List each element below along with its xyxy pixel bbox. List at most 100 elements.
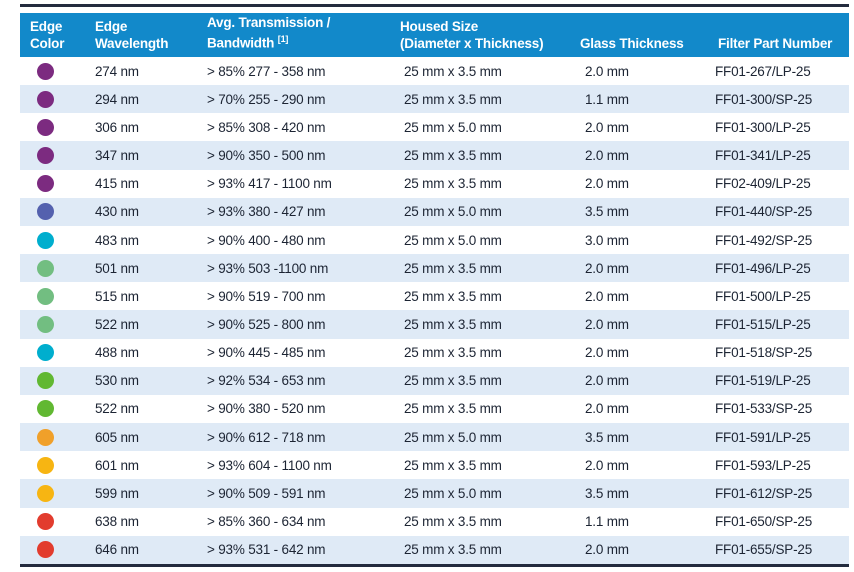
table-top-rule [20, 4, 849, 7]
table-row: 430 nm > 93% 380 - 427 nm 25 mm x 5.0 mm… [20, 197, 849, 226]
glass-thickness-cell: 2.0 mm [585, 542, 629, 558]
housed-size-cell: 25 mm x 3.5 mm [404, 91, 502, 107]
glass-thickness-cell: 2.0 mm [585, 63, 629, 79]
filter-part-number-cell: FF01-496/LP-25 [715, 260, 811, 276]
glass-thickness-cell: 2.0 mm [585, 345, 629, 361]
edge-color-cell [20, 282, 95, 310]
edge-color-dot-blue-violet [37, 203, 54, 221]
transmission-bandwidth-cell: > 70% 255 - 290 nm [207, 91, 326, 107]
housed-size-cell: 25 mm x 3.5 mm [404, 176, 502, 192]
glass-thickness-cell: 2.0 mm [585, 119, 629, 135]
table-row: 515 nm > 90% 519 - 700 nm 25 mm x 3.5 mm… [20, 282, 849, 310]
edge-color-dot-purple [37, 175, 54, 193]
housed-size-cell: 25 mm x 3.5 mm [404, 401, 502, 417]
glass-thickness-cell: 2.0 mm [585, 401, 629, 417]
housed-size-cell: 25 mm x 3.5 mm [404, 345, 502, 361]
glass-thickness-cell: 2.0 mm [585, 148, 629, 164]
table-row: 599 nm > 90% 509 - 591 nm 25 mm x 5.0 mm… [20, 479, 849, 508]
transmission-bandwidth-cell: > 90% 350 - 500 nm [207, 148, 326, 164]
edge-color-dot-soft-green [37, 287, 54, 305]
edge-color-dot-soft-green [37, 315, 54, 333]
edge-color-dot-cyan [37, 344, 54, 362]
edge-color-cell [20, 57, 95, 85]
filter-part-number-cell: FF01-533/SP-25 [715, 401, 812, 417]
edge-color-cell [20, 198, 95, 226]
edge-wavelength-cell: 599 nm [95, 485, 139, 501]
edge-color-cell [20, 508, 95, 536]
edge-wavelength-cell: 638 nm [95, 514, 139, 530]
edge-wavelength-cell: 515 nm [95, 288, 139, 304]
filter-part-number-cell: FF01-300/SP-25 [715, 91, 812, 107]
housed-size-cell: 25 mm x 3.5 mm [404, 260, 502, 276]
edge-wavelength-cell: 530 nm [95, 373, 139, 389]
table-row: 530 nm > 92% 534 - 653 nm 25 mm x 3.5 mm… [20, 366, 849, 395]
glass-thickness-cell: 2.0 mm [585, 457, 629, 473]
column-header-edge-color: Edge Color [30, 19, 65, 51]
edge-color-dot-cyan [37, 231, 54, 249]
table-row: 646 nm > 93% 531 - 642 nm 25 mm x 3.5 mm… [20, 535, 849, 564]
edge-wavelength-cell: 522 nm [95, 401, 139, 417]
housed-size-cell: 25 mm x 5.0 mm [404, 119, 502, 135]
filter-part-number-cell: FF01-267/LP-25 [715, 63, 811, 79]
edge-color-dot-bright-green [37, 372, 54, 390]
edge-color-cell [20, 367, 95, 395]
edge-color-cell [20, 170, 95, 198]
table-row: 501 nm > 93% 503 -1100 nm 25 mm x 3.5 mm… [20, 254, 849, 283]
footnote-marker: [1] [277, 34, 289, 44]
edge-color-cell [20, 479, 95, 507]
filter-part-number-cell: FF01-492/SP-25 [715, 232, 812, 248]
edge-color-cell [20, 141, 95, 169]
transmission-bandwidth-cell: > 93% 417 - 1100 nm [207, 176, 332, 192]
glass-thickness-cell: 1.1 mm [585, 514, 629, 530]
table-row: 522 nm > 90% 525 - 800 nm 25 mm x 3.5 mm… [20, 310, 849, 339]
column-header-filter-part-number: Filter Part Number [718, 35, 833, 51]
glass-thickness-cell: 2.0 mm [585, 316, 629, 332]
filter-spec-table: Edge Color Edge Wavelength Avg. Transmis… [20, 4, 849, 567]
transmission-bandwidth-cell: > 93% 503 -1100 nm [207, 260, 329, 276]
edge-wavelength-cell: 306 nm [95, 119, 139, 135]
column-header-glass-thickness: Glass Thickness [580, 35, 684, 51]
transmission-bandwidth-cell: > 90% 525 - 800 nm [207, 316, 326, 332]
edge-color-cell [20, 395, 95, 423]
filter-part-number-cell: FF01-500/LP-25 [715, 288, 811, 304]
table-row: 601 nm > 93% 604 - 1100 nm 25 mm x 3.5 m… [20, 451, 849, 479]
edge-color-cell [20, 113, 95, 141]
table-row: 488 nm > 90% 445 - 485 nm 25 mm x 3.5 mm… [20, 339, 849, 367]
table-row: 522 nm > 90% 380 - 520 nm 25 mm x 3.5 mm… [20, 395, 849, 423]
filter-part-number-cell: FF01-519/LP-25 [715, 373, 811, 389]
housed-size-cell: 25 mm x 3.5 mm [404, 316, 502, 332]
table-row: 294 nm > 70% 255 - 290 nm 25 mm x 3.5 mm… [20, 85, 849, 114]
glass-thickness-cell: 3.5 mm [585, 204, 629, 220]
transmission-bandwidth-cell: > 93% 604 - 1100 nm [207, 457, 332, 473]
edge-color-cell [20, 254, 95, 282]
edge-color-dot-soft-green [37, 259, 54, 277]
transmission-bandwidth-cell: > 90% 380 - 520 nm [207, 401, 326, 417]
edge-color-dot-amber [37, 484, 54, 502]
filter-part-number-cell: FF01-515/LP-25 [715, 316, 811, 332]
transmission-bandwidth-cell: > 90% 612 - 718 nm [207, 429, 326, 445]
table-row: 306 nm > 85% 308 - 420 nm 25 mm x 5.0 mm… [20, 113, 849, 141]
edge-color-dot-amber [37, 456, 54, 474]
edge-color-dot-bright-green [37, 400, 54, 418]
edge-color-cell [20, 451, 95, 479]
edge-wavelength-cell: 294 nm [95, 91, 139, 107]
filter-part-number-cell: FF01-593/LP-25 [715, 457, 811, 473]
filter-part-number-cell: FF01-518/SP-25 [715, 345, 812, 361]
edge-color-dot-red [37, 513, 54, 531]
edge-wavelength-cell: 501 nm [95, 260, 139, 276]
edge-color-cell [20, 536, 95, 564]
transmission-bandwidth-cell: > 92% 534 - 653 nm [207, 373, 326, 389]
filter-part-number-cell: FF01-612/SP-25 [715, 485, 812, 501]
housed-size-cell: 25 mm x 3.5 mm [404, 148, 502, 164]
glass-thickness-cell: 2.0 mm [585, 373, 629, 389]
transmission-bandwidth-cell: > 85% 360 - 634 nm [207, 514, 326, 530]
transmission-bandwidth-cell: > 93% 380 - 427 nm [207, 204, 326, 220]
edge-wavelength-cell: 601 nm [95, 457, 139, 473]
housed-size-cell: 25 mm x 3.5 mm [404, 514, 502, 530]
edge-color-dot-orange [37, 428, 54, 446]
housed-size-cell: 25 mm x 3.5 mm [404, 542, 502, 558]
edge-wavelength-cell: 488 nm [95, 345, 139, 361]
edge-wavelength-cell: 274 nm [95, 63, 139, 79]
housed-size-cell: 25 mm x 3.5 mm [404, 63, 502, 79]
transmission-bandwidth-cell: > 90% 509 - 591 nm [207, 485, 326, 501]
